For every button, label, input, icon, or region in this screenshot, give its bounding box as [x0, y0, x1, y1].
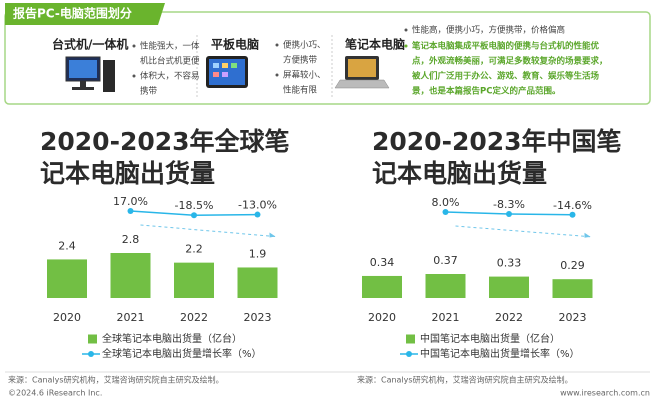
- trend-arrowhead: [269, 232, 276, 238]
- x-tick-label: 2022: [495, 311, 523, 324]
- growth-point: [254, 211, 261, 218]
- device-desc: 屏幕较小、: [283, 70, 326, 81]
- chart-title: 2020-2023年中国笔记本电脑出货量: [372, 127, 622, 188]
- x-tick-label: 2021: [117, 311, 145, 324]
- x-tick-label: 2022: [180, 311, 208, 324]
- bullet: [275, 73, 279, 77]
- bar: [237, 267, 278, 298]
- device-desc: 笔记本电脑集成平板电脑的便携与台式机的性能优: [411, 41, 600, 52]
- bullet: [132, 74, 136, 78]
- legend-swatch: [88, 334, 97, 344]
- chart-title: 2020-2023年全球笔记本电脑出货量: [40, 127, 290, 188]
- device-desc: 方便携带: [283, 55, 318, 66]
- bar: [552, 279, 593, 298]
- laptop-icon: [334, 56, 390, 89]
- device-name: 笔记本电脑: [345, 37, 405, 52]
- x-tick-label: 2020: [368, 311, 396, 324]
- data-label: -18.5%: [175, 199, 214, 212]
- device-name: 平板电脑: [211, 37, 259, 52]
- data-label: 1.9: [249, 247, 267, 260]
- data-label: -8.3%: [493, 198, 525, 211]
- bullet: [132, 44, 136, 48]
- data-label: 0.29: [560, 259, 585, 272]
- data-label: 0.34: [370, 256, 395, 269]
- desktop-icon: [65, 56, 115, 92]
- data-label: 2.4: [58, 239, 76, 252]
- legend-swatch: [406, 334, 415, 344]
- device-desc: 性能有限: [283, 85, 318, 96]
- x-tick-label: 2021: [432, 311, 460, 324]
- data-label: -14.6%: [553, 199, 592, 212]
- device-desc: 景，也是本篇报告PC定义的产品范围。: [412, 86, 560, 97]
- tablet-icon: [206, 56, 248, 88]
- header-title: 报告PC-电脑范围划分: [13, 6, 132, 21]
- device-desc: 点，外观流畅美丽，可满足多数较复杂的场景要求，: [412, 56, 608, 67]
- bar: [425, 274, 466, 298]
- legend-label: 全球笔记本电脑出货量（亿台）: [102, 332, 242, 345]
- bar: [362, 275, 402, 298]
- header-tab: [5, 3, 165, 25]
- legend-dot: [88, 351, 94, 357]
- site: www.iresearch.com.cn: [560, 389, 650, 398]
- growth-point: [127, 207, 134, 214]
- growth-point: [569, 211, 576, 218]
- x-tick-label: 2023: [244, 311, 272, 324]
- trend-arrowhead: [584, 232, 591, 238]
- source: 来源：Canalys研究机构，艾瑞咨询研究院自主研究及绘制。: [8, 375, 224, 385]
- copyright: ©2024.6 iResearch Inc.: [8, 389, 102, 398]
- legend-label: 中国笔记本电脑出货量增长率（%）: [420, 347, 580, 360]
- device-desc: 机比台式机更便: [140, 56, 200, 67]
- bar: [110, 253, 151, 298]
- data-label: 0.37: [433, 254, 458, 267]
- data-label: 17.0%: [113, 195, 148, 208]
- device-desc: 性能高，便携小巧，方便携带，价格偏高: [412, 25, 565, 36]
- legend-dot: [406, 351, 412, 357]
- trend-arrow: [140, 224, 276, 238]
- data-label: 2.2: [185, 243, 203, 256]
- bullet: [404, 28, 408, 32]
- data-label: 8.0%: [432, 196, 460, 209]
- x-tick-label: 2020: [53, 311, 81, 324]
- device-name: 台式机/一体机: [52, 37, 128, 52]
- legend-label: 全球笔记本电脑出货量增长率（%）: [102, 347, 262, 360]
- device-desc: 携带: [140, 86, 158, 97]
- bar: [47, 259, 87, 298]
- growth-point: [506, 210, 512, 217]
- data-label: 2.8: [122, 233, 140, 246]
- legend-label: 中国笔记本电脑出货量（亿台）: [420, 332, 560, 345]
- device-desc: 性能强大，一体: [140, 41, 200, 52]
- device-desc: 便携小巧、: [283, 40, 326, 51]
- bullet: [404, 44, 408, 48]
- header-box: [4, 11, 651, 105]
- device-desc: 被人们广泛用于办公、游戏、教育、娱乐等生活场: [412, 71, 600, 82]
- growth-point: [442, 209, 449, 216]
- data-label: -13.0%: [238, 199, 277, 212]
- bar: [489, 276, 529, 298]
- trend-arrow: [455, 225, 591, 238]
- x-tick-label: 2023: [559, 311, 587, 324]
- growth-point: [191, 212, 197, 219]
- device-desc: 体积大，不容易: [140, 71, 200, 82]
- bar: [174, 262, 214, 298]
- source: 来源：Canalys研究机构，艾瑞咨询研究院自主研究及绘制。: [357, 375, 573, 385]
- data-label: 0.33: [497, 257, 522, 270]
- bullet: [275, 43, 279, 47]
